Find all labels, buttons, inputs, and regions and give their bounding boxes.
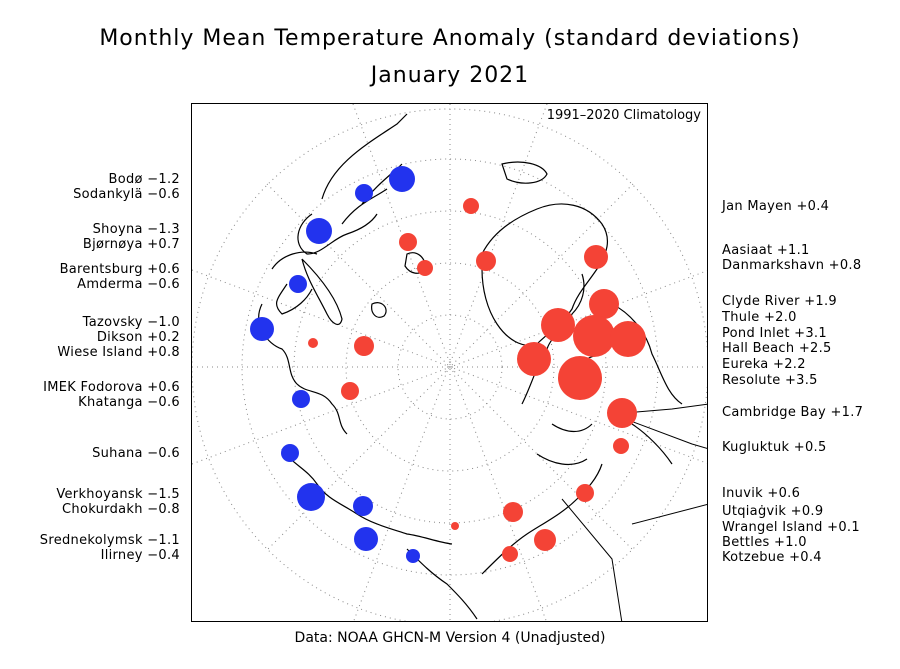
borders — [561, 403, 707, 621]
coast-kola-white-sea — [297, 213, 378, 255]
marker-danmarkshavn — [476, 251, 496, 271]
marker-jan-mayen — [463, 198, 479, 214]
marker-cambridge-bay — [607, 398, 637, 428]
latitude-circle — [293, 210, 607, 524]
coast-west-siberia — [271, 251, 318, 315]
marker-shoyna — [306, 218, 332, 244]
marker-kotzebue — [502, 546, 518, 562]
marker-wiese-island — [354, 336, 374, 356]
latitude-circle — [345, 262, 555, 472]
meridian — [192, 270, 707, 465]
label-pond-inlet: Pond Inlet +3.1 — [722, 326, 827, 341]
label-cambridge-bay: Cambridge Bay +1.7 — [722, 405, 864, 420]
marker-pond-inlet — [573, 315, 615, 357]
label-danmarkshavn: Danmarkshavn +0.8 — [722, 258, 862, 273]
marker-imek-fodorova — [341, 382, 359, 400]
label-dikson: Dikson +0.2 — [96, 330, 180, 345]
marker-dikson — [308, 338, 318, 348]
label-chokurdakh: Chokurdakh −0.8 — [62, 502, 180, 517]
marker-srednekolymsk — [354, 527, 378, 551]
marker-bjornoya — [399, 233, 417, 251]
label-srednekolymsk: Srednekolymsk −1.1 — [39, 533, 180, 548]
climatology-note: 1991–2020 Climatology — [546, 108, 701, 123]
label-ilirney: Ilirney −0.4 — [100, 548, 180, 563]
border-line — [631, 504, 707, 525]
label-tazovsky: Tazovsky −1.0 — [82, 315, 180, 330]
marker-sodankyla — [355, 184, 373, 202]
label-imek-fodorova: IMEK Fodorova +0.6 — [43, 380, 180, 395]
marker-verkhoyansk — [297, 483, 325, 511]
coast-greenland — [481, 203, 609, 346]
marker-hall-beach — [610, 321, 646, 357]
label-amderma: Amderma −0.6 — [77, 277, 180, 292]
marker-barentsburg — [417, 260, 433, 276]
marker-suhana — [281, 444, 299, 462]
label-utqiagvik: Utqiaġvik +0.9 — [722, 504, 824, 519]
label-kotzebue: Kotzebue +0.4 — [722, 550, 822, 565]
marker-bettles — [534, 529, 556, 551]
map-title: Monthly Mean Temperature Anomaly (standa… — [99, 26, 801, 51]
station-markers — [250, 166, 646, 563]
label-aasiaat: Aasiaat +1.1 — [722, 243, 810, 258]
label-kugluktuk: Kugluktuk +0.5 — [722, 440, 827, 455]
marker-khatanga — [292, 390, 310, 408]
label-clyde-river: Clyde River +1.9 — [722, 294, 837, 309]
data-source: Data: NOAA GHCN-M Version 4 (Unadjusted) — [294, 630, 606, 646]
label-thule: Thule +2.0 — [722, 310, 797, 325]
marker-clyde-river — [589, 289, 619, 319]
marker-resolute — [558, 356, 602, 400]
label-verkhoyansk: Verkhoyansk −1.5 — [56, 487, 180, 502]
marker-ilirney — [406, 549, 420, 563]
polar-map: 1991–2020 Climatology — [191, 103, 708, 622]
label-bjornoya: Bjørnøya +0.7 — [82, 237, 180, 252]
label-bettles: Bettles +1.0 — [722, 535, 807, 550]
coast-alaska — [481, 463, 603, 575]
label-wrangel-island: Wrangel Island +0.1 — [722, 520, 860, 535]
label-sodankyla: Sodankylä −0.6 — [73, 187, 180, 202]
label-hall-beach: Hall Beach +2.5 — [722, 341, 832, 356]
marker-tazovsky — [250, 317, 274, 341]
label-resolute: Resolute +3.5 — [722, 373, 818, 388]
label-suhana: Suhana −0.6 — [92, 446, 180, 461]
label-wiese-island: Wiese Island +0.8 — [57, 345, 180, 360]
marker-utqiagvik — [503, 502, 523, 522]
label-eureka: Eureka +2.2 — [722, 357, 806, 372]
marker-amderma — [289, 275, 307, 293]
label-shoyna: Shoyna −1.3 — [92, 222, 180, 237]
marker-thule — [541, 308, 575, 342]
coast-yamal-taymyr — [258, 303, 348, 435]
coast-iceland — [501, 161, 548, 184]
marker-bodo — [389, 166, 415, 192]
map-subtitle: January 2021 — [370, 63, 530, 88]
coast-chukotka — [406, 548, 478, 620]
border-alaska-canada — [561, 498, 623, 621]
latitude-circle — [192, 108, 707, 621]
marker-kugluktuk — [613, 438, 629, 454]
marker-eureka — [517, 342, 551, 376]
label-bodo: Bodø −1.2 — [108, 172, 180, 187]
marker-wrangel-island — [451, 522, 459, 530]
label-jan-mayen: Jan Mayen +0.4 — [722, 199, 830, 214]
meridian — [192, 269, 707, 464]
coast-franz-josef — [371, 302, 387, 318]
polar-map-canvas — [192, 104, 707, 621]
label-barentsburg: Barentsburg +0.6 — [59, 262, 180, 277]
coast-hudson-baffin — [611, 303, 683, 465]
label-inuvik: Inuvik +0.6 — [722, 486, 801, 501]
marker-chokurdakh — [353, 496, 373, 516]
label-khatanga: Khatanga −0.6 — [78, 395, 180, 410]
marker-aasiaat — [584, 245, 608, 269]
coast-novaya-zemlya — [301, 258, 343, 326]
marker-inuvik — [576, 484, 594, 502]
